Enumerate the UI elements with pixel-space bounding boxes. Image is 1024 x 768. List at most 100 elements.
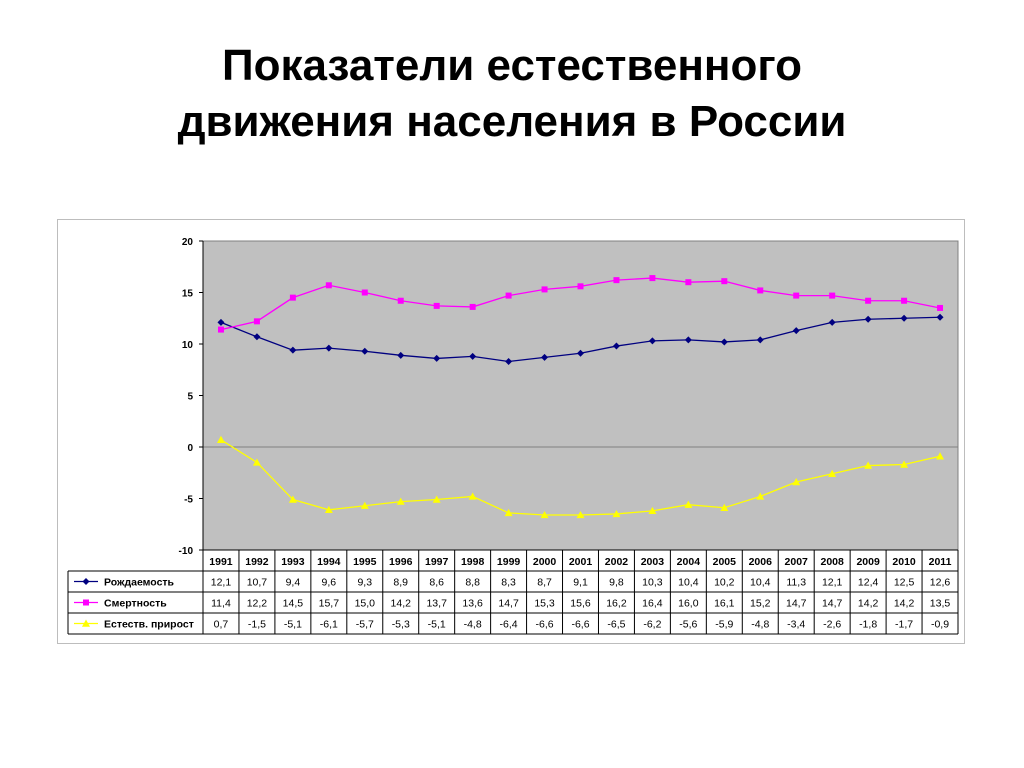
data-label: -6,6: [571, 619, 589, 631]
data-label: -1,8: [859, 619, 877, 631]
data-point-3: [504, 508, 513, 517]
data-point-1: [900, 314, 908, 322]
x-tick-label: 2000: [533, 556, 557, 568]
data-label: -1,7: [895, 619, 913, 631]
data-point-3: [432, 495, 441, 503]
data-label: 15,3: [534, 598, 555, 610]
data-label: -4,8: [464, 619, 482, 631]
data-label: 0,7: [214, 619, 229, 631]
page-title: Показатели естественного движения населе…: [0, 38, 1024, 150]
data-label: 13,7: [426, 598, 447, 610]
data-point-2: [217, 326, 224, 333]
y-tick-label: 0: [187, 443, 193, 454]
data-label: -5,1: [284, 619, 302, 631]
data-point-1: [325, 344, 333, 352]
y-tick-label: -10: [179, 546, 194, 557]
x-tick-label: 2006: [749, 556, 773, 568]
x-tick-label: 1992: [245, 556, 269, 568]
data-point-2: [685, 279, 692, 286]
data-label: 10,3: [642, 577, 663, 589]
x-tick-label: 2003: [641, 556, 665, 568]
legend-key-marker-1: [82, 578, 90, 585]
data-point-1: [541, 353, 549, 361]
data-point-2: [361, 289, 368, 296]
data-label: 12,1: [822, 577, 843, 589]
data-point-1: [397, 351, 405, 359]
data-label: 14,2: [858, 598, 879, 610]
chart-svg: 20 15 10 5 0 -5 -10 1991 1992 1993 1994 1995 1996 199…: [67, 237, 959, 635]
data-point-3: [756, 492, 765, 500]
data-label: 15,0: [355, 598, 376, 610]
data-point-3: [720, 503, 729, 511]
data-point-2: [541, 286, 548, 293]
data-point-1: [469, 352, 477, 360]
data-point-1: [828, 318, 836, 326]
data-label: -5,1: [428, 619, 446, 631]
data-point-3: [216, 435, 225, 443]
data-label: 16,4: [642, 598, 663, 610]
x-tick-label: 2002: [605, 556, 629, 568]
data-label: 16,1: [714, 598, 735, 610]
data-label: 8,8: [465, 577, 480, 589]
y-tick-label: 15: [182, 289, 194, 300]
data-label: 10,2: [714, 577, 735, 589]
x-tick-label: 1991: [209, 556, 233, 568]
data-point-3: [864, 461, 873, 469]
data-label: 14,7: [786, 598, 807, 610]
x-tick-label: 2008: [820, 556, 844, 568]
data-label: 16,2: [606, 598, 627, 610]
x-tick-label: 2005: [713, 556, 737, 568]
data-label: 8,6: [429, 577, 444, 589]
data-point-2: [901, 297, 908, 304]
data-label: -5,3: [392, 619, 410, 631]
x-tick-label: 2010: [892, 556, 916, 568]
data-label: -6,6: [536, 619, 554, 631]
data-label: -1,5: [248, 619, 266, 631]
data-point-1: [217, 318, 225, 326]
data-label: 11,3: [786, 577, 806, 589]
data-label: 12,2: [247, 598, 268, 610]
data-label: -5,9: [715, 619, 733, 631]
data-label: 12,6: [930, 577, 951, 589]
plot-area: [202, 240, 959, 551]
data-point-3: [288, 495, 297, 503]
data-point-1: [577, 349, 584, 357]
x-tick-label: 1999: [497, 556, 521, 568]
data-point-1: [505, 358, 513, 366]
data-point-3: [468, 492, 477, 500]
legend-label-1: Рождаемость: [104, 577, 175, 589]
data-point-1: [289, 346, 297, 354]
x-tick-label: 2004: [677, 556, 701, 568]
data-point-2: [793, 292, 800, 299]
legend-label-2: Смертность: [104, 598, 167, 610]
data-label: 9,6: [322, 577, 337, 589]
data-label: -6,2: [643, 619, 661, 631]
data-point-2: [505, 292, 512, 299]
legend-key-marker-2: [83, 599, 89, 606]
data-label: 12,1: [211, 577, 232, 589]
y-tick-label: -5: [184, 495, 193, 506]
data-label: 8,9: [393, 577, 408, 589]
x-tick-label: 1998: [461, 556, 485, 568]
data-label: 14,2: [894, 598, 915, 610]
data-label: 15,6: [570, 598, 591, 610]
data-point-2: [937, 304, 944, 311]
data-label: -5,7: [356, 619, 374, 631]
legend-label-3: Естеств. прирост: [104, 619, 194, 631]
data-point-3: [900, 460, 909, 468]
data-point-3: [576, 510, 585, 519]
x-tick-label: 1993: [281, 556, 305, 568]
data-label: 9,3: [357, 577, 372, 589]
x-tick-label: 1994: [317, 556, 341, 568]
data-label: 14,7: [822, 598, 843, 610]
data-label: 9,8: [609, 577, 624, 589]
data-label: 15,2: [750, 598, 771, 610]
data-label: 12,4: [858, 577, 879, 589]
y-tick-label: 5: [187, 392, 193, 403]
data-label: -2,6: [823, 619, 841, 631]
data-point-2: [613, 277, 620, 284]
data-label: 10,7: [247, 577, 268, 589]
data-point-1: [253, 333, 261, 341]
data-label: -6,1: [320, 619, 338, 631]
data-point-3: [252, 458, 261, 466]
